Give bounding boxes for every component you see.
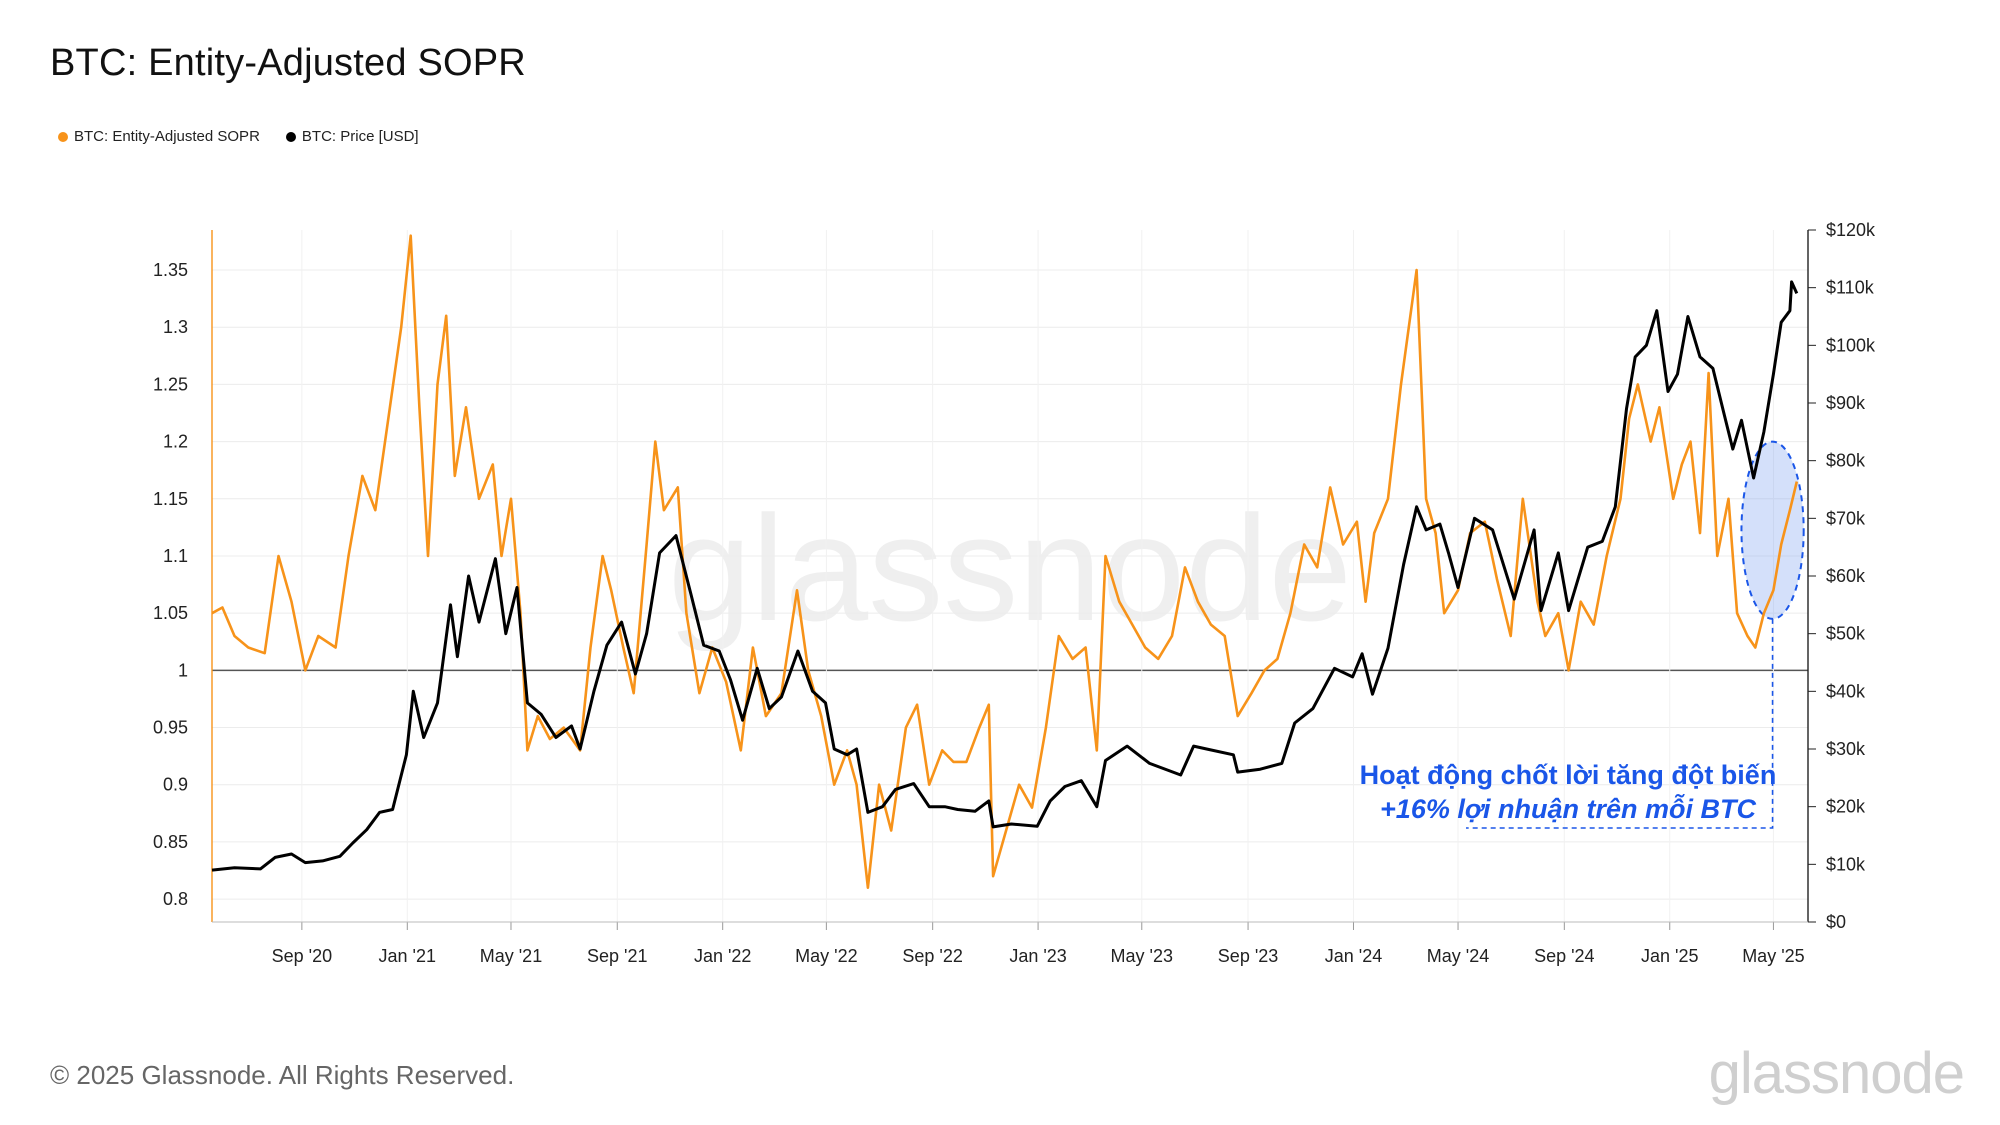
annotation-line-2: +16% lợi nhuận trên mỗi BTC xyxy=(1380,793,1756,824)
y-right-tick-label: $80k xyxy=(1826,451,1866,471)
y-right-tick-label: $0 xyxy=(1826,912,1846,932)
chart-title: BTC: Entity-Adjusted SOPR xyxy=(50,42,526,84)
y-left-tick-label: 1.2 xyxy=(163,432,188,452)
copyright-footer: © 2025 Glassnode. All Rights Reserved. xyxy=(50,1060,515,1090)
x-tick-label: Jan '25 xyxy=(1641,946,1698,966)
y-left-tick-label: 1.15 xyxy=(153,489,188,509)
sopr-series-line xyxy=(211,234,1799,889)
x-tick-label: Sep '20 xyxy=(272,946,333,966)
y-left-tick-label: 0.9 xyxy=(163,775,188,795)
legend-item-price[interactable]: BTC: Price [USD] xyxy=(285,128,419,145)
y-left-tick-label: 0.95 xyxy=(153,718,188,738)
y-right-tick-label: $120k xyxy=(1826,220,1876,240)
legend-label-price: BTC: Price [USD] xyxy=(301,128,419,145)
x-tick-label: Jan '21 xyxy=(379,946,436,966)
y-right-tick-label: $60k xyxy=(1826,566,1866,586)
y-right-tick-label: $70k xyxy=(1826,508,1866,528)
x-tick-label: Sep '22 xyxy=(902,946,963,966)
y-right-tick-label: $100k xyxy=(1826,335,1876,355)
annotation-line-1: Hoạt động chốt lời tăng đột biến xyxy=(1360,760,1777,790)
legend-dot-price xyxy=(285,131,296,142)
y-left-tick-label: 0.8 xyxy=(163,889,188,909)
y-right-tick-label: $20k xyxy=(1826,797,1866,817)
x-tick-label: May '24 xyxy=(1427,946,1489,966)
x-tick-label: Sep '24 xyxy=(1534,946,1595,966)
x-tick-label: Jan '23 xyxy=(1009,946,1066,966)
x-tick-label: Jan '22 xyxy=(694,946,751,966)
x-tick-label: May '21 xyxy=(480,946,542,966)
x-tick-label: Sep '21 xyxy=(587,946,648,966)
y-right-tick-label: $10k xyxy=(1826,854,1866,874)
y-right-tick-label: $110k xyxy=(1826,278,1875,298)
watermark-text: glassnode xyxy=(668,484,1352,652)
y-left-tick-label: 1.05 xyxy=(153,603,188,623)
annotation-leader xyxy=(1466,618,1774,829)
y-right-tick-label: $50k xyxy=(1826,624,1866,644)
y-left-tick-label: 0.85 xyxy=(153,832,188,852)
y-left-tick-label: 1.35 xyxy=(153,260,188,280)
y-left-tick-label: 1.1 xyxy=(163,546,188,566)
x-tick-label: Sep '23 xyxy=(1218,946,1279,966)
chart-legend: BTC: Entity-Adjusted SOPR BTC: Price [US… xyxy=(58,128,419,145)
glassnode-logo: glassnode xyxy=(1708,1041,1965,1106)
y-right-tick-label: $30k xyxy=(1826,739,1866,759)
legend-item-sopr[interactable]: BTC: Entity-Adjusted SOPR xyxy=(58,128,260,145)
y-left-tick-label: 1 xyxy=(178,660,188,680)
x-tick-label: May '23 xyxy=(1111,946,1173,966)
x-tick-label: Jan '24 xyxy=(1325,946,1382,966)
legend-dot-sopr xyxy=(58,131,68,142)
x-tick-label: May '25 xyxy=(1742,946,1804,966)
x-tick-label: May '22 xyxy=(795,946,857,966)
price-series-line xyxy=(211,280,1799,872)
y-left-tick-label: 1.25 xyxy=(153,374,188,394)
legend-label-sopr: BTC: Entity-Adjusted SOPR xyxy=(74,128,260,145)
y-left-tick-label: 1.3 xyxy=(163,317,188,337)
y-right-tick-label: $90k xyxy=(1826,393,1866,413)
y-right-tick-label: $40k xyxy=(1826,681,1866,701)
